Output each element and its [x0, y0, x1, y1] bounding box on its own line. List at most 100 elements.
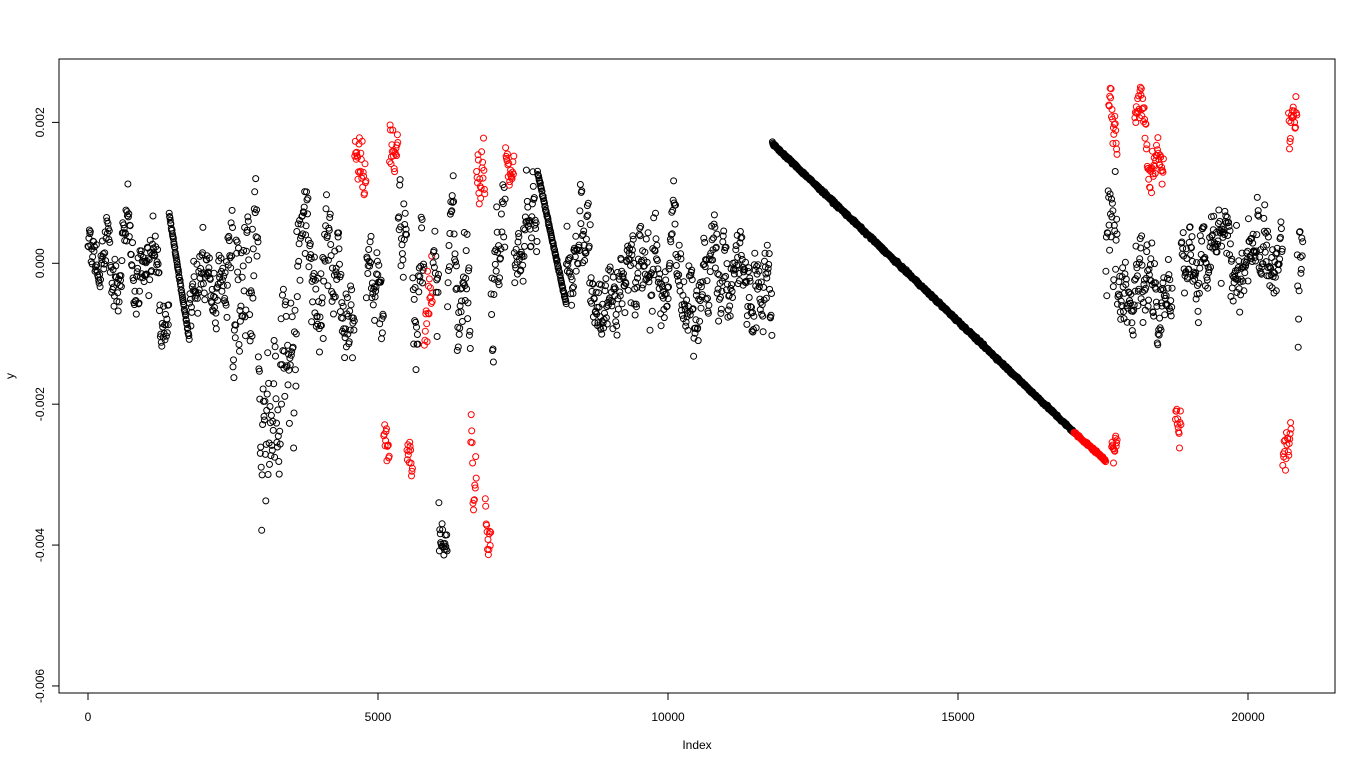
data-point	[182, 312, 190, 320]
data-point	[450, 230, 458, 238]
data-point	[718, 277, 726, 285]
data-point	[527, 242, 535, 250]
data-point	[1136, 255, 1144, 263]
data-point	[1113, 230, 1121, 238]
data-point	[722, 243, 730, 251]
data-point	[106, 238, 114, 246]
data-point	[1261, 248, 1269, 256]
data-point	[1253, 231, 1261, 239]
data-point	[148, 267, 156, 275]
data-point	[1177, 421, 1185, 429]
data-point	[328, 297, 336, 305]
data-point	[266, 403, 274, 410]
data-point	[583, 213, 591, 220]
data-point	[603, 303, 611, 311]
data-point	[1144, 267, 1152, 275]
data-point	[484, 536, 492, 543]
data-point	[259, 385, 267, 393]
data-point	[199, 280, 207, 288]
data-point	[1293, 111, 1301, 119]
data-point	[242, 306, 250, 314]
data-point	[755, 279, 762, 287]
data-point	[205, 264, 213, 272]
data-point	[222, 301, 230, 309]
data-point	[239, 262, 247, 270]
data-point	[288, 348, 296, 356]
data-point	[647, 292, 655, 300]
data-point	[464, 299, 472, 307]
data-point	[454, 343, 462, 351]
data-point	[1286, 135, 1294, 142]
data-point	[368, 294, 376, 302]
data-point	[406, 438, 414, 446]
data-point	[679, 291, 687, 299]
data-point	[1138, 261, 1146, 269]
data-point	[752, 324, 760, 332]
data-point	[313, 312, 321, 320]
data-point	[633, 283, 641, 291]
data-point	[435, 270, 442, 278]
data-point	[1207, 263, 1214, 271]
data-point	[217, 254, 225, 262]
data-point	[389, 126, 397, 134]
data-point	[96, 283, 104, 291]
data-point	[575, 241, 583, 249]
data-point	[584, 211, 592, 219]
data-point	[396, 176, 404, 184]
data-point	[452, 258, 459, 266]
data-point	[1107, 94, 1115, 102]
data-point	[438, 520, 446, 528]
data-point	[470, 496, 478, 504]
data-point	[721, 246, 729, 254]
data-point	[1157, 326, 1165, 334]
data-point	[297, 232, 305, 240]
data-point	[359, 183, 367, 191]
data-point	[1141, 115, 1149, 123]
data-point	[93, 261, 101, 269]
data-point	[445, 242, 453, 249]
data-point	[418, 216, 426, 223]
data-point	[1175, 429, 1183, 437]
data-point	[481, 495, 489, 503]
data-point	[657, 322, 665, 330]
data-point	[434, 274, 442, 282]
data-point	[483, 521, 491, 529]
data-point	[634, 269, 642, 277]
data-point	[381, 421, 389, 429]
data-point	[1111, 168, 1119, 175]
data-point	[1154, 146, 1161, 154]
data-point	[1203, 276, 1211, 284]
data-point	[205, 254, 213, 262]
data-point	[339, 302, 347, 310]
data-point	[568, 276, 576, 284]
data-point	[1112, 126, 1120, 134]
data-point	[688, 276, 696, 284]
data-point	[337, 271, 345, 278]
data-point	[694, 337, 702, 345]
data-point	[519, 277, 527, 285]
data-point	[1117, 315, 1125, 323]
data-point	[315, 298, 323, 306]
data-point	[541, 203, 549, 211]
data-point	[524, 203, 532, 211]
x-tick-label: 0	[85, 710, 92, 724]
data-point	[704, 309, 712, 317]
data-point	[151, 232, 159, 240]
data-point	[579, 259, 587, 267]
data-point	[1284, 448, 1292, 456]
data-point	[601, 309, 608, 317]
data-point	[1154, 341, 1162, 349]
data-point	[602, 282, 609, 290]
data-point	[646, 326, 654, 334]
data-point	[1167, 312, 1175, 320]
data-point	[446, 230, 454, 237]
data-point	[194, 309, 202, 317]
data-point	[237, 302, 245, 310]
data-point	[1161, 311, 1169, 319]
data-point	[491, 260, 499, 268]
data-point	[452, 262, 460, 270]
data-point	[501, 243, 509, 251]
data-point	[497, 245, 505, 253]
data-point	[742, 258, 749, 266]
data-point	[230, 356, 237, 364]
